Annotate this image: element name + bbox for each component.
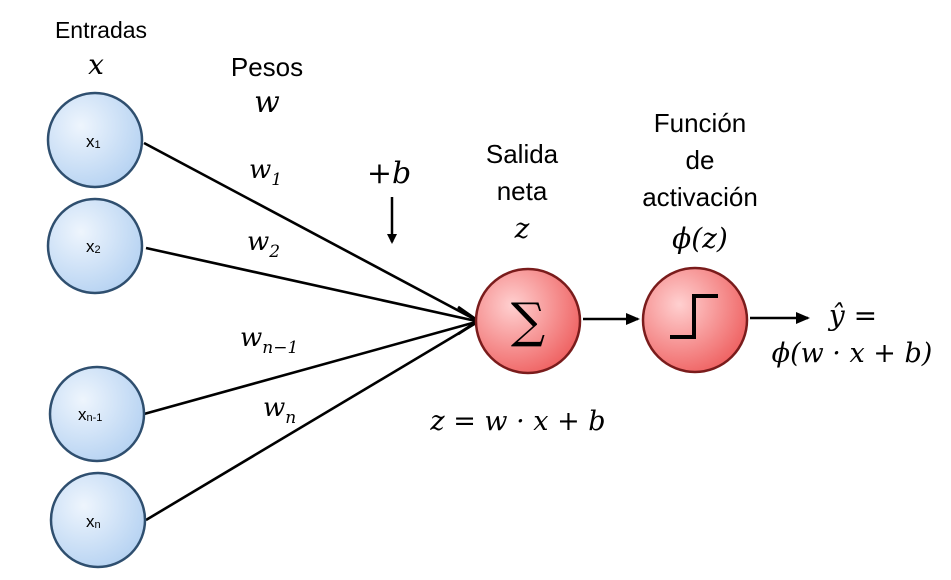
input-node-2-label: x2 [86,237,101,256]
net-output-label-line1: Salida [486,139,559,169]
input-node-4-label: xn [86,512,101,531]
connection-line-4 [145,321,477,522]
input-node-3-label: xn-1 [78,405,102,424]
input-node-2: x2 [46,197,144,295]
activation-symbol: ϕ(z) [672,222,728,255]
input-node-3: xn-1 [48,365,146,463]
connection-line-2 [145,246,477,323]
activation-label-line2: de [686,145,715,175]
activation-node [641,266,749,374]
inputs-header-symbol: x [88,48,104,81]
weights-header-label: Pesos [231,52,303,82]
net-output-symbol: z [514,212,530,245]
activation-label-line1: Función [654,108,747,138]
connection-line-3 [143,320,477,416]
output-line1: ŷ = [827,299,877,332]
net-equation: z = w · x + b [429,406,605,437]
weight-label-3: wn−1 [240,323,298,358]
weight-label-2: w2 [247,227,280,262]
weights-header-symbol: w [254,85,280,120]
bias-label: +b [367,156,411,191]
step-function-icon [670,294,718,339]
summation-node: ∑ [474,267,582,375]
input-node-1: x1 [46,91,144,189]
weight-label-4: wn [263,393,296,428]
input-node-4: xn [49,471,147,569]
output-line2: ϕ(w · x + b) [772,338,933,369]
input-node-1-label: x1 [86,132,101,151]
weight-label-1: w1 [249,155,282,190]
inputs-header-label: Entradas [55,17,147,43]
summation-icon: ∑ [511,293,545,349]
connection-line-1 [143,141,477,322]
net-output-label-line2: neta [497,176,548,206]
activation-label-line3: activación [642,182,758,212]
